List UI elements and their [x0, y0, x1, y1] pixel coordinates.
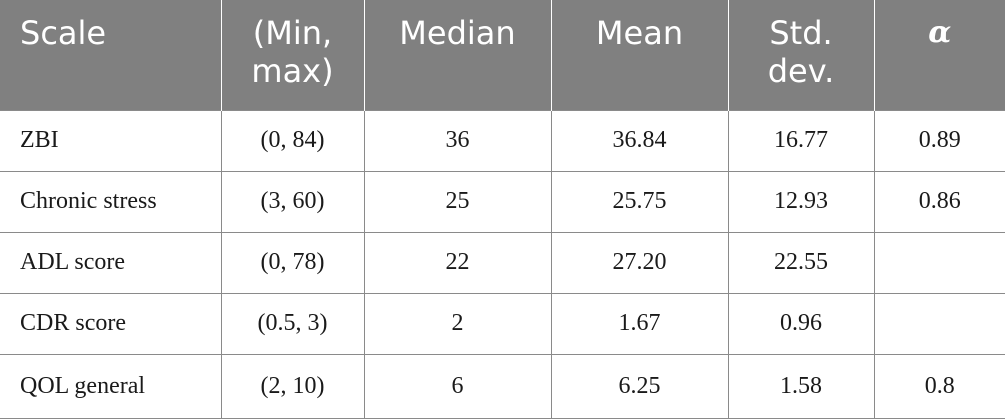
- cell-std-dev: 0.96: [727, 292, 875, 355]
- header-mean: Mean: [550, 0, 728, 110]
- table-row: ZBI (0, 84) 36 36.84 16.77 0.89: [0, 109, 1005, 172]
- table-header: Scale (Min, max) Median Mean Std. dev. α: [0, 0, 1005, 110]
- header-row: Scale (Min, max) Median Mean Std. dev. α: [0, 0, 1005, 110]
- cell-median: 36: [363, 109, 552, 172]
- cell-scale: CDR score: [0, 292, 222, 355]
- table-row: CDR score (0.5, 3) 2 1.67 0.96: [0, 292, 1005, 355]
- cell-range: (0.5, 3): [220, 292, 365, 355]
- header-median-label: Median: [399, 14, 516, 52]
- cell-median: 2: [363, 292, 552, 355]
- header-std-dev: Std. dev.: [727, 0, 874, 110]
- header-scale-label: Scale: [20, 14, 107, 52]
- cell-range: (3, 60): [220, 170, 365, 233]
- cell-median: 6: [363, 353, 552, 419]
- cell-alpha: 0.8: [873, 353, 1005, 419]
- cell-mean: 6.25: [550, 353, 729, 419]
- cell-alpha: [873, 292, 1005, 355]
- cell-alpha: 0.89: [873, 109, 1005, 172]
- cell-median: 25: [363, 170, 552, 233]
- cell-median: 22: [363, 231, 552, 294]
- cell-std-dev: 22.55: [727, 231, 875, 294]
- cell-std-dev: 16.77: [727, 109, 875, 172]
- cell-alpha: 0.86: [873, 170, 1005, 233]
- header-alpha: α: [873, 0, 1005, 110]
- header-min-max: (Min, max): [220, 0, 364, 110]
- cell-scale: ZBI: [0, 109, 222, 172]
- cell-mean: 36.84: [550, 109, 729, 172]
- table-row: Chronic stress (3, 60) 25 25.75 12.93 0.…: [0, 170, 1005, 233]
- cell-scale: QOL general: [0, 353, 222, 419]
- cell-alpha: [873, 231, 1005, 294]
- cell-mean: 25.75: [550, 170, 729, 233]
- table-row: ADL score (0, 78) 22 27.20 22.55: [0, 231, 1005, 294]
- header-scale: Scale: [0, 0, 221, 110]
- cell-mean: 27.20: [550, 231, 729, 294]
- header-std-dev-line2: dev.: [767, 52, 835, 90]
- header-median: Median: [363, 0, 551, 110]
- cell-mean: 1.67: [550, 292, 729, 355]
- cell-std-dev: 1.58: [727, 353, 875, 419]
- table-row: QOL general (2, 10) 6 6.25 1.58 0.8: [0, 353, 1005, 419]
- cell-std-dev: 12.93: [727, 170, 875, 233]
- cell-range: (0, 78): [220, 231, 365, 294]
- header-alpha-label: α: [928, 15, 952, 50]
- header-mean-label: Mean: [595, 14, 684, 52]
- cell-range: (2, 10): [220, 353, 365, 419]
- header-min-max-line1: (Min,: [252, 14, 333, 52]
- cell-range: (0, 84): [220, 109, 365, 172]
- header-std-dev-line1: Std.: [769, 14, 833, 52]
- header-min-max-line2: max): [251, 52, 334, 90]
- cell-scale: Chronic stress: [0, 170, 222, 233]
- table-body: ZBI (0, 84) 36 36.84 16.77 0.89 Chronic …: [0, 109, 1005, 419]
- cell-scale: ADL score: [0, 231, 222, 294]
